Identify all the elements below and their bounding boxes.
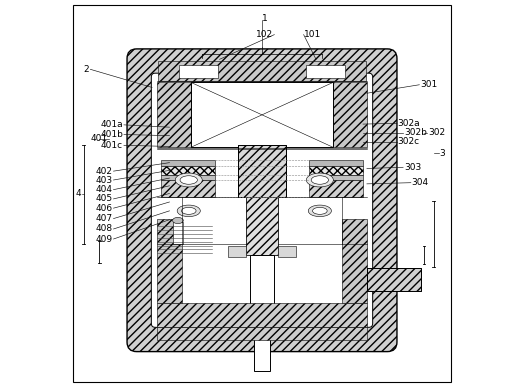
Bar (238, 145, 286, 197)
Text: 405: 405 (96, 194, 113, 204)
Bar (246, 197, 278, 255)
Text: 302c: 302c (398, 137, 420, 146)
Text: 401a: 401a (101, 120, 123, 129)
Ellipse shape (311, 176, 329, 184)
Bar (254, 311, 270, 371)
Text: 404: 404 (96, 185, 113, 194)
Text: 302b: 302b (404, 128, 427, 137)
Text: 402: 402 (96, 167, 113, 176)
Bar (191, 82, 333, 147)
Bar (161, 180, 214, 197)
Ellipse shape (312, 207, 327, 214)
Bar (228, 247, 246, 257)
Text: 4: 4 (75, 189, 81, 198)
Ellipse shape (307, 173, 333, 187)
Text: 303: 303 (404, 163, 421, 172)
Bar (157, 82, 191, 147)
Text: 409: 409 (96, 235, 113, 243)
Text: 401: 401 (91, 134, 108, 143)
Bar (238, 145, 286, 197)
Bar (246, 197, 278, 255)
Text: 403: 403 (96, 175, 113, 185)
Text: 102: 102 (256, 30, 274, 39)
Bar (158, 61, 366, 81)
Bar (307, 65, 345, 78)
Bar (333, 82, 367, 147)
Text: 304: 304 (412, 178, 429, 187)
Text: 408: 408 (96, 224, 113, 233)
Bar (161, 175, 214, 180)
Text: 302: 302 (428, 128, 445, 137)
FancyBboxPatch shape (151, 73, 373, 327)
Bar (367, 268, 421, 291)
Text: 401b: 401b (100, 130, 123, 139)
FancyBboxPatch shape (127, 49, 397, 352)
Ellipse shape (177, 205, 200, 217)
Text: 401c: 401c (101, 141, 123, 150)
Bar (367, 268, 421, 291)
Ellipse shape (175, 173, 202, 187)
Text: 302a: 302a (398, 119, 420, 128)
Bar (161, 166, 214, 175)
Bar (342, 219, 367, 303)
Ellipse shape (180, 176, 198, 184)
Text: 407: 407 (96, 214, 113, 223)
Text: 3: 3 (440, 149, 445, 158)
Bar (157, 303, 367, 327)
Bar (161, 159, 214, 166)
Text: 101: 101 (304, 30, 322, 39)
Text: 1: 1 (262, 14, 268, 22)
Bar (157, 327, 367, 340)
Text: 406: 406 (96, 204, 113, 212)
Bar (172, 223, 183, 244)
Bar (310, 175, 363, 180)
Ellipse shape (172, 217, 183, 224)
Bar (278, 247, 296, 257)
Ellipse shape (308, 205, 331, 217)
Bar (310, 159, 363, 166)
Bar (310, 180, 363, 197)
Text: 301: 301 (420, 80, 438, 89)
Bar (249, 255, 275, 311)
Bar (310, 166, 363, 175)
Bar (157, 219, 182, 303)
Text: 2: 2 (84, 65, 89, 74)
Ellipse shape (181, 207, 196, 214)
Bar (179, 65, 217, 78)
